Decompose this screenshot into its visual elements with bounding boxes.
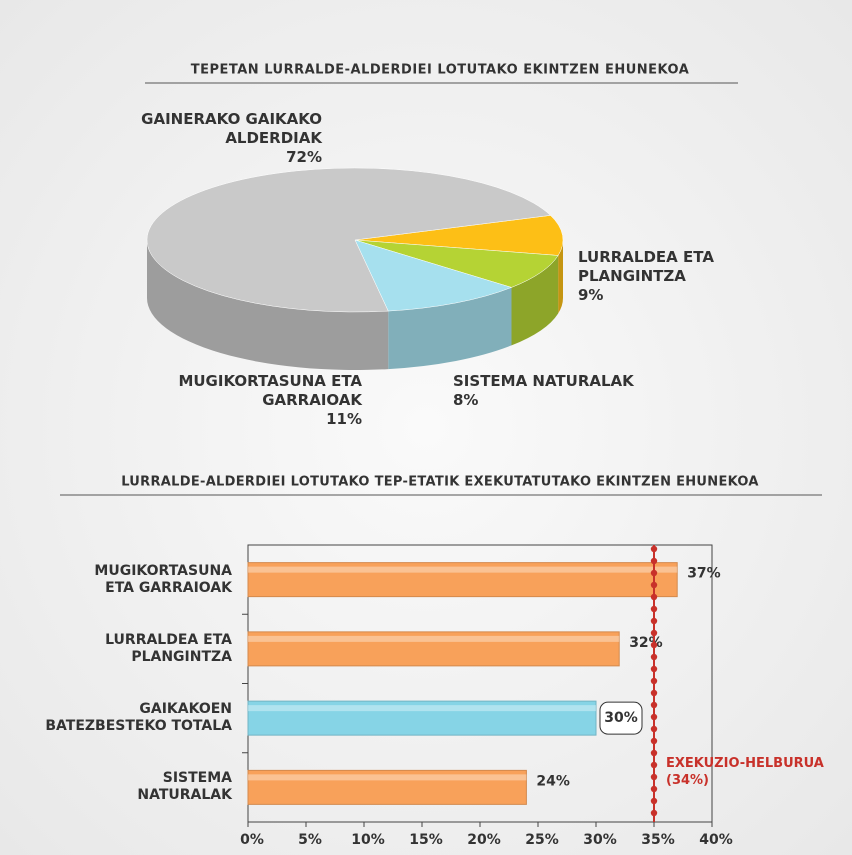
target-dot [650, 737, 658, 745]
x-tick-label: 30% [583, 832, 617, 848]
category-label: GAINERAKO GAIKAKO ALDERDIAK [141, 110, 322, 147]
bar [247, 769, 527, 805]
x-tick-label: 35% [641, 832, 675, 848]
pie-side [558, 240, 563, 314]
category-label: SISTEMA NATURALAK [453, 372, 634, 390]
bar-highlight [248, 635, 620, 642]
x-tick-label: 15% [409, 832, 443, 848]
value-label: 30% [604, 710, 638, 726]
value-label: 72% [286, 148, 322, 166]
target-dot [650, 605, 658, 613]
bar [247, 700, 597, 736]
target-dot [650, 629, 658, 637]
target-dot [650, 749, 658, 757]
pie-title: TEPETAN LURRALDE-ALDERDIEI LOTUTAKO EKIN… [191, 63, 690, 78]
target-dot [650, 545, 658, 553]
category-label: LURRALDEA ETA PLANGINTZA [105, 631, 232, 665]
pie-label: GAINERAKO GAIKAKO ALDERDIAK 72% [102, 110, 322, 167]
x-tick-label: 40% [699, 832, 733, 848]
category-label: GAIKAKOEN BATEZBESTEKO TOTALA [45, 701, 232, 735]
bar-highlight [248, 705, 596, 712]
target-dot [650, 761, 658, 769]
category-label: LURRALDEA ETA PLANGINTZA [578, 248, 714, 285]
target-dot [650, 797, 658, 805]
x-tick-label: 10% [351, 832, 385, 848]
category-label: MUGIKORTASUNA ETA GARRAIOAK [94, 562, 232, 596]
pie-slice [354, 239, 559, 288]
pie-side [388, 287, 512, 370]
target-dot [650, 569, 658, 577]
annotation: EXEKUZIO-HELBURUA (34%) [666, 756, 824, 788]
target-dot [650, 641, 658, 649]
target-dot [650, 809, 658, 817]
target-dot [650, 617, 658, 625]
target-dot [650, 725, 658, 733]
x-tick-label: 25% [525, 832, 559, 848]
bar-title: LURRALDE-ALDERDIEI LOTUTAKO TEP-ETATIK E… [121, 475, 759, 490]
pie-label: MUGIKORTASUNA ETA GARRAIOAK 11% [152, 372, 362, 429]
value-label: 9% [578, 286, 604, 304]
target-dot [650, 557, 658, 565]
bar [247, 631, 620, 667]
pie-label: LURRALDEA ETA PLANGINTZA 9% [578, 248, 748, 305]
category-label: MUGIKORTASUNA ETA GARRAIOAK [178, 372, 362, 409]
value-label: 11% [326, 410, 362, 428]
value-label: 32% [629, 635, 663, 651]
value-label: 24% [536, 773, 570, 789]
pie-slice [354, 239, 513, 312]
target-dot [650, 701, 658, 709]
x-tick-label: 20% [467, 832, 501, 848]
pie-label: SISTEMA NATURALAK 8% [453, 372, 653, 410]
target-dot [650, 785, 658, 793]
target-dot [650, 665, 658, 673]
pie-side [147, 240, 389, 371]
target-dot [650, 713, 658, 721]
x-tick-label: 5% [298, 832, 322, 848]
x-tick-label: 0% [240, 832, 264, 848]
target-dot [650, 581, 658, 589]
target-dot [650, 773, 658, 781]
pie-side [511, 255, 559, 346]
bar-highlight [248, 774, 527, 781]
value-label: 37% [687, 566, 721, 582]
value-label: 8% [453, 391, 479, 409]
target-dot [650, 677, 658, 685]
value-box [599, 701, 643, 735]
pie-slice [146, 167, 552, 313]
pie-slice [354, 215, 564, 256]
target-dot [650, 689, 658, 697]
category-label: SISTEMA NATURALAK [137, 770, 232, 804]
bar-highlight [248, 566, 678, 573]
target-dot [650, 593, 658, 601]
bar [247, 562, 678, 598]
target-dot [650, 653, 658, 661]
